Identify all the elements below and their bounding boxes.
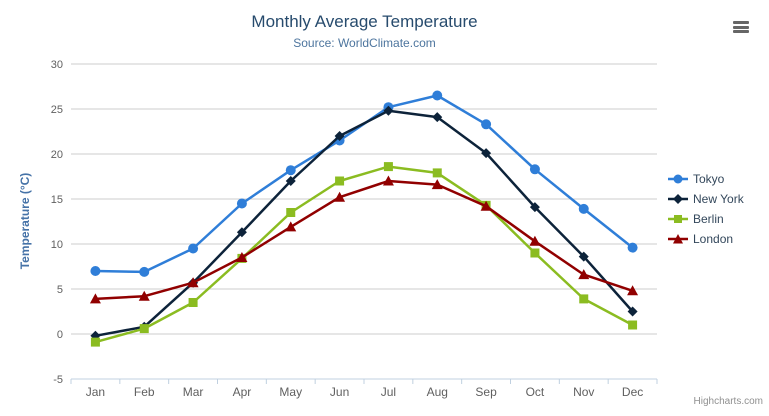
export-menu-button[interactable]: [731, 19, 753, 35]
marker-tokyo[interactable]: [627, 242, 638, 253]
legend-label: Berlin: [693, 212, 724, 226]
y-axis-label: -5: [53, 374, 63, 386]
marker-new-york[interactable]: [578, 251, 589, 262]
legend-label: New York: [693, 192, 744, 206]
marker-tokyo[interactable]: [529, 164, 540, 175]
hamburger-icon: [733, 25, 749, 29]
x-axis-label: Jun: [330, 385, 349, 399]
y-axis-label: 25: [51, 104, 63, 116]
hamburger-icon: [733, 30, 749, 33]
legend-label: Tokyo: [693, 172, 725, 186]
marker-london[interactable]: [382, 175, 394, 186]
x-axis-label: Feb: [134, 385, 155, 399]
x-axis-label: Oct: [526, 385, 545, 399]
marker-tokyo[interactable]: [236, 198, 247, 209]
circle-legend-marker-icon: [668, 174, 688, 184]
legend: Tokyo New York Berlin London: [668, 172, 744, 246]
legend-item-berlin[interactable]: Berlin: [668, 212, 744, 226]
marker-tokyo[interactable]: [578, 203, 589, 214]
marker-berlin[interactable]: [383, 162, 393, 172]
marker-new-york[interactable]: [529, 202, 540, 213]
marker-tokyo[interactable]: [188, 243, 199, 254]
marker-london[interactable]: [334, 191, 346, 202]
marker-london[interactable]: [431, 179, 443, 190]
x-axis-label: Aug: [427, 385, 448, 399]
marker-new-york[interactable]: [236, 227, 247, 238]
marker-berlin[interactable]: [90, 337, 100, 347]
y-axis-label: 5: [57, 284, 63, 296]
marker-london[interactable]: [480, 200, 492, 211]
x-axis-label: May: [279, 385, 302, 399]
marker-new-york[interactable]: [432, 112, 443, 123]
y-axis-label: 10: [51, 239, 63, 251]
marker-new-york[interactable]: [627, 306, 638, 317]
marker-new-york[interactable]: [285, 176, 296, 186]
credits-link[interactable]: Highcharts.com: [693, 396, 763, 407]
x-axis-label: Nov: [573, 385, 594, 399]
y-axis-label: 20: [51, 149, 63, 161]
marker-berlin[interactable]: [432, 168, 442, 178]
marker-berlin[interactable]: [188, 298, 198, 307]
x-axis-label: Sep: [475, 385, 497, 399]
x-axis-label: Jan: [86, 385, 105, 399]
x-axis-label: Jul: [381, 385, 396, 399]
x-axis-label: Dec: [622, 385, 643, 399]
x-axis-label: Apr: [233, 385, 252, 399]
marker-new-york[interactable]: [383, 105, 394, 116]
series-line-new-york: [95, 109, 634, 338]
square-legend-marker-icon: [668, 215, 688, 223]
marker-berlin[interactable]: [139, 324, 149, 334]
legend-label: London: [693, 232, 734, 246]
marker-berlin[interactable]: [335, 176, 345, 186]
series-line-berlin: [95, 165, 634, 344]
marker-london[interactable]: [578, 269, 590, 280]
marker-new-york[interactable]: [334, 131, 345, 141]
series-line-london: [95, 179, 633, 301]
marker-berlin[interactable]: [628, 320, 638, 330]
marker-london[interactable]: [285, 221, 297, 232]
marker-tokyo[interactable]: [90, 266, 101, 276]
marker-london[interactable]: [627, 285, 639, 296]
y-axis-title: Temperature (°C): [18, 172, 32, 270]
marker-berlin[interactable]: [286, 208, 296, 217]
marker-london[interactable]: [138, 290, 150, 301]
hamburger-icon: [733, 21, 749, 24]
marker-london[interactable]: [529, 235, 541, 246]
legend-item-london[interactable]: London: [668, 232, 744, 246]
legend-item-tokyo[interactable]: Tokyo: [668, 172, 744, 186]
chart-title: Monthly Average Temperature: [251, 12, 478, 31]
marker-tokyo[interactable]: [481, 119, 492, 130]
y-axis-label: 15: [51, 194, 63, 206]
marker-tokyo[interactable]: [285, 165, 296, 176]
x-axis-label: Mar: [183, 385, 204, 399]
diamond-legend-marker-icon: [668, 194, 688, 204]
triangle-legend-marker-icon: [668, 234, 688, 244]
marker-london[interactable]: [89, 293, 101, 304]
chart-subtitle: Source: WorldClimate.com: [293, 36, 436, 50]
marker-berlin[interactable]: [530, 248, 540, 258]
marker-new-york[interactable]: [481, 148, 492, 159]
marker-tokyo[interactable]: [432, 90, 443, 101]
legend-item-new-york[interactable]: New York: [668, 192, 744, 206]
marker-tokyo[interactable]: [139, 266, 150, 277]
y-axis-label: 30: [51, 59, 63, 71]
series-line-tokyo: [95, 94, 634, 274]
marker-london[interactable]: [187, 277, 199, 288]
y-axis-label: 0: [57, 329, 63, 341]
marker-berlin[interactable]: [579, 294, 589, 304]
marker-london[interactable]: [236, 252, 248, 262]
